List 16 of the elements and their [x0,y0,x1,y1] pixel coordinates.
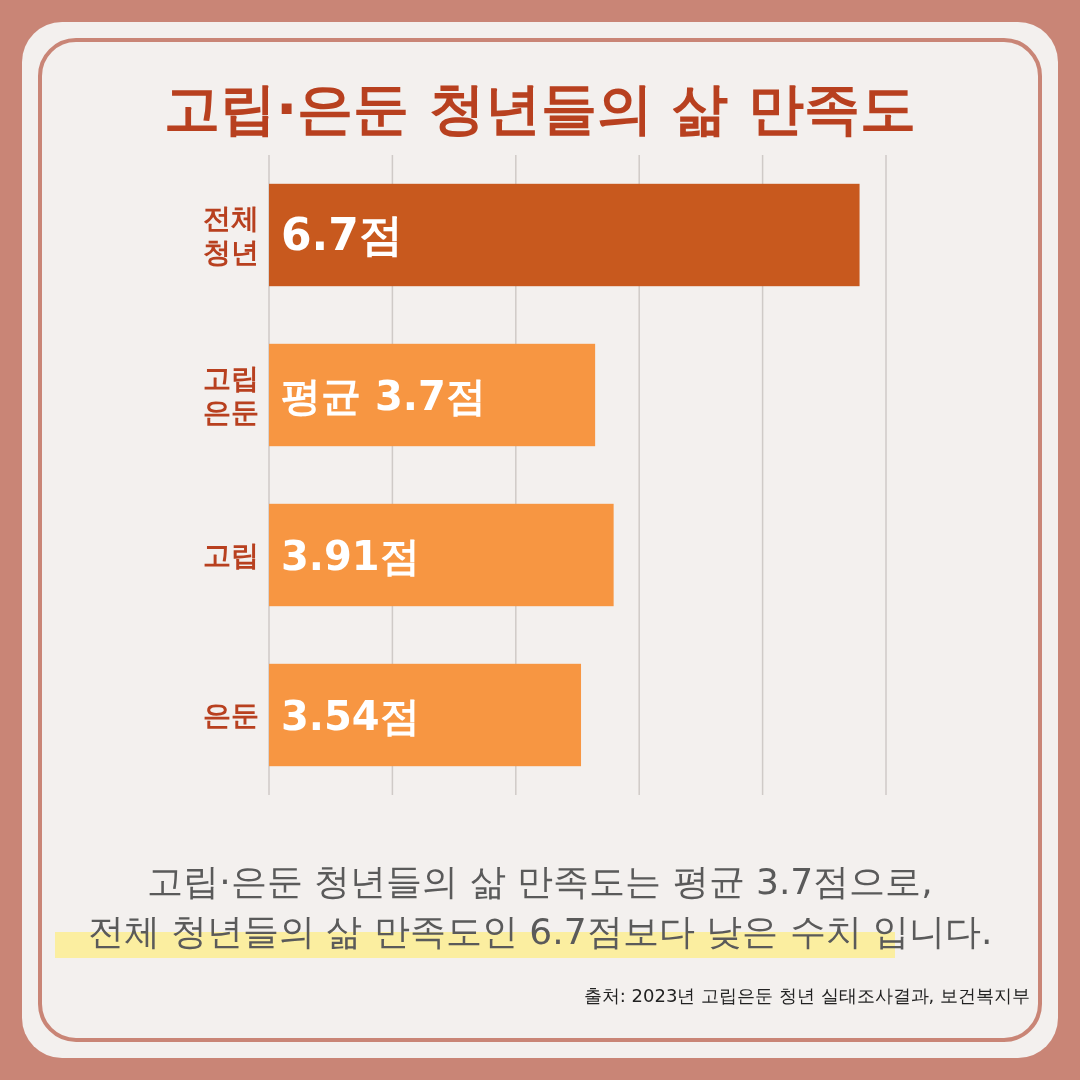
bar [269,663,582,767]
source-note: 출처: 2023년 고립은둔 청년 실태조사결과, 보건복지부 [583,985,1030,1006]
y-tick-label: 고립 [203,539,259,572]
bar [269,343,596,447]
data-label: 3.54점 [281,693,420,739]
y-tick-label: 고립 은둔 [203,362,259,429]
data-label: 3.91점 [281,533,420,579]
y-tick-label: 전체 청년 [203,202,259,269]
text: 고립·은둔 청년들의 삶 만족도는 평균 3.7점으로, [147,861,933,902]
data-label: 평균 3.7점 [281,373,486,419]
text: 전체 청년들의 삶 만족도인 6.7점보다 낮은 수치 입니다. [87,911,993,952]
bar [269,503,614,607]
bar [269,183,860,287]
chart-title: 고립·은둔 청년들의 삶 만족도 [164,76,916,141]
data-label: 6.7점 [281,209,403,260]
y-tick-label: 은둔 [203,699,259,732]
